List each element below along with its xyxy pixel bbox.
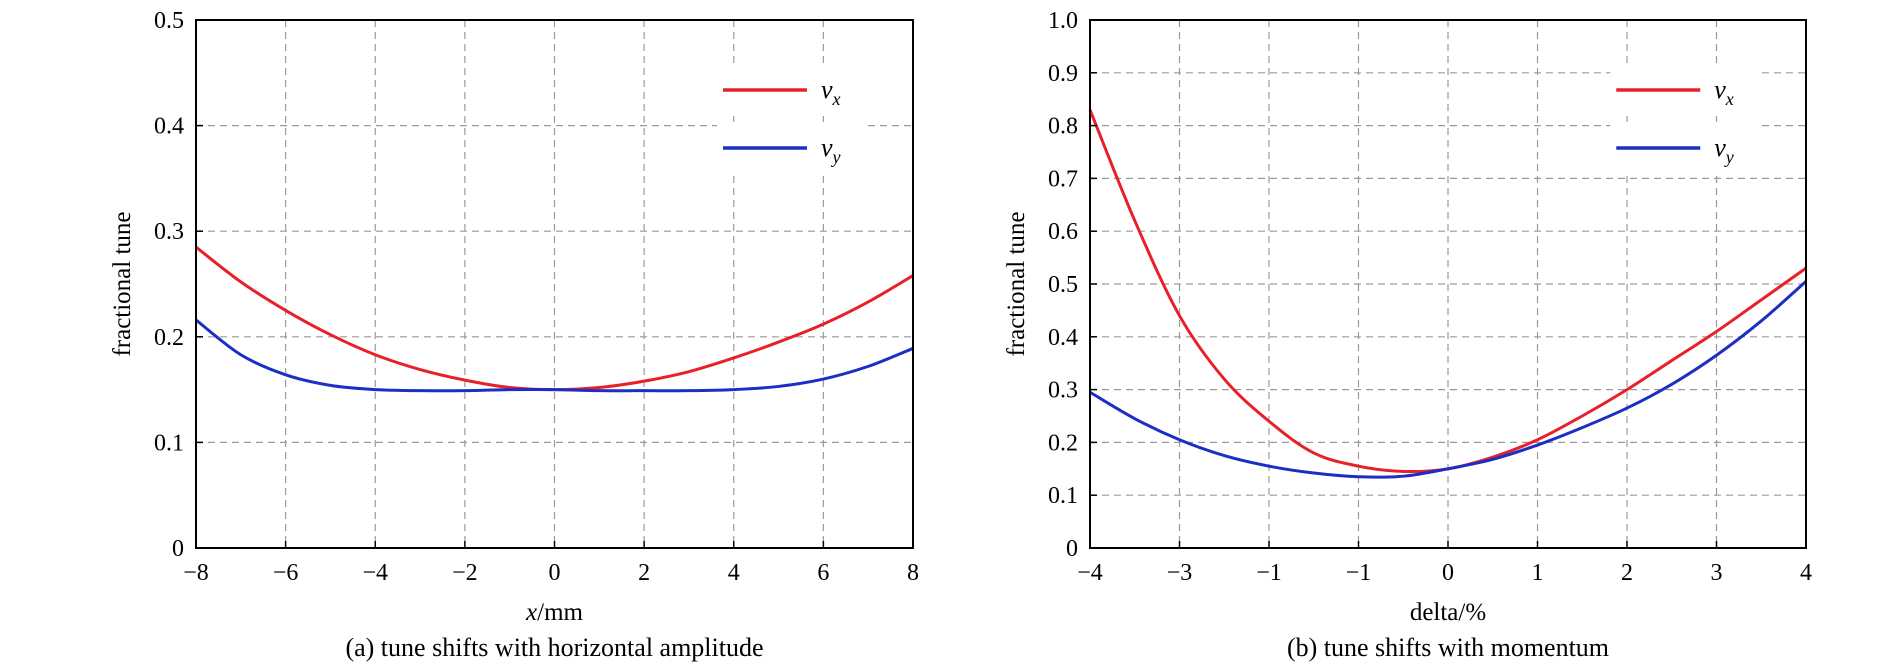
x-tick-label: 4 (728, 560, 740, 586)
y-tick-label: 0.1 (154, 430, 184, 456)
legend-label: vx (821, 75, 841, 109)
x-tick-label: 8 (907, 560, 919, 586)
x-axis-title: delta/% (1410, 599, 1486, 626)
x-tick-label: −3 (1167, 560, 1193, 586)
legend-label: vx (1714, 75, 1734, 109)
x-tick-label: −8 (183, 560, 209, 586)
y-tick-label: 0.4 (154, 114, 184, 140)
grid-lines (1090, 20, 1806, 548)
x-tick-label: −1 (1256, 560, 1282, 586)
x-tick-label: −6 (273, 560, 299, 586)
y-tick-labels: 0 0.1 0.2 0.3 0.4 0.5 (154, 8, 203, 562)
x-tick-label: 1 (1532, 560, 1544, 586)
x-tick-label: 6 (817, 560, 829, 586)
y-tick-label: 0 (172, 536, 184, 562)
chart-panel-b: −4 −3 −1 −1 0 1 2 3 4 00.10.20.30.40.50.60.70.80… (1003, 8, 1812, 662)
series-line-vy (1089, 280, 1807, 479)
y-tick-label: 0.7 (1048, 166, 1078, 192)
series-line-vy (195, 318, 914, 393)
y-tick-label: 0.6 (1048, 219, 1078, 245)
y-tick-label: 1.0 (1048, 8, 1078, 34)
x-tick-label: 0 (549, 560, 561, 586)
y-tick-label: 0.9 (1048, 61, 1078, 87)
series-lines (1088, 109, 1807, 479)
y-tick-label: 0.2 (1048, 430, 1078, 456)
chart-caption: (b) tune shifts with momentum (1287, 633, 1609, 662)
y-tick-label: 0.2 (154, 325, 184, 351)
y-tick-label: 0.1 (1048, 483, 1078, 509)
x-tick-label: 0 (1442, 560, 1454, 586)
series-lines (195, 245, 914, 393)
legend: vx vy (716, 64, 867, 174)
chart-panel-a: −8 −6 −4 −2 0 2 4 6 8 0 0.1 0.2 0.3 0.4 0.5 vx vy frac… (109, 8, 919, 662)
y-axis-title: fractional tune (1003, 211, 1030, 356)
x-tick-labels: −4 −3 −1 −1 0 1 2 3 4 (1077, 541, 1812, 586)
x-tick-label: −4 (362, 560, 388, 586)
x-tick-label: 2 (1621, 560, 1633, 586)
x-tick-label: 2 (638, 560, 650, 586)
y-tick-labels: 0 0.1 0.2 0.3 0.4 0.5 0.6 0.7 0.8 0.9 1.0 (1048, 8, 1097, 562)
x-tick-label: 4 (1800, 560, 1812, 586)
y-axis-title: fractional tune (109, 211, 136, 356)
x-axis-title-unit: /mm (537, 599, 583, 626)
x-axis-title: x/mm (525, 599, 584, 626)
y-tick-label: 0.5 (154, 8, 184, 34)
legend-label: vy (821, 133, 841, 167)
x-tick-label: −2 (452, 560, 478, 586)
y-tick-label: 0.3 (1048, 378, 1078, 404)
legend-label: vy (1714, 133, 1734, 167)
x-tick-label: −1 (1346, 560, 1372, 586)
y-tick-label: 0.3 (154, 219, 184, 245)
x-tick-labels: −8 −6 −4 −2 0 2 4 6 8 (183, 541, 919, 586)
x-axis-title-var: x (525, 599, 537, 626)
x-axis-title-unit: delta/% (1410, 599, 1486, 626)
y-tick-label: 0.8 (1048, 114, 1078, 140)
legend: vx vy (1610, 64, 1761, 174)
x-tick-label: 3 (1711, 560, 1723, 586)
chart-caption: (a) tune shifts with horizontal amplitud… (345, 633, 763, 662)
y-tick-label: 0.5 (1048, 272, 1078, 298)
y-tick-label: 0 (1066, 536, 1078, 562)
x-tick-label: −4 (1077, 560, 1103, 586)
y-tick-label: 0.4 (1048, 325, 1078, 351)
